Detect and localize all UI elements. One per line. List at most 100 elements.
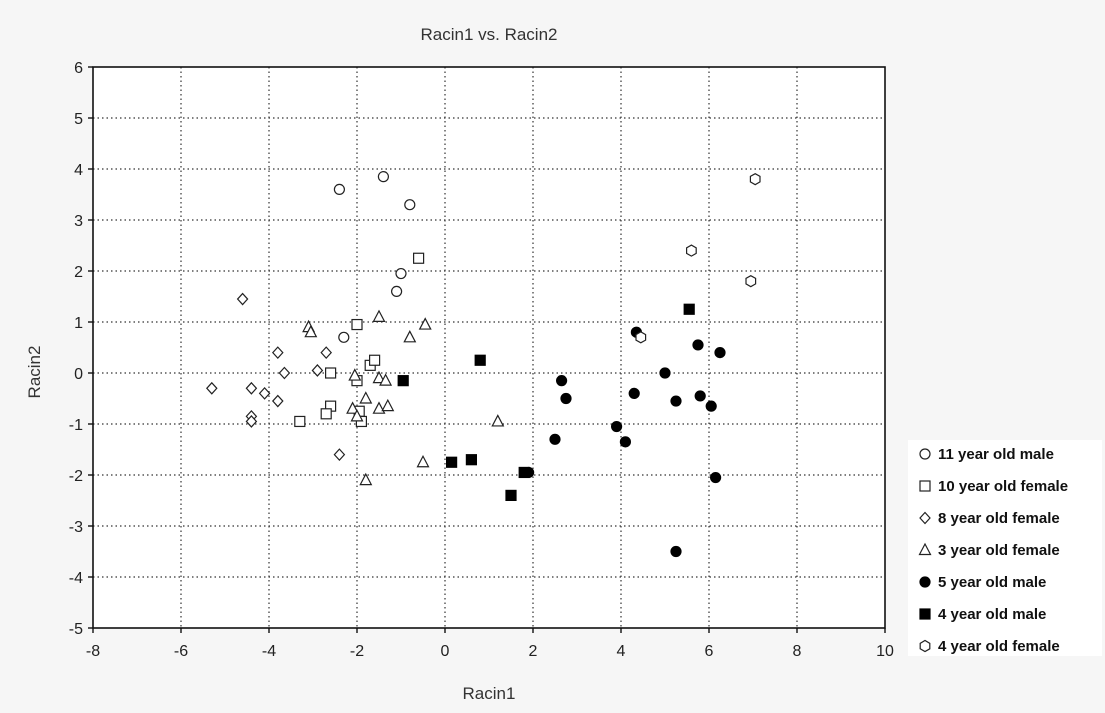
data-point <box>518 466 530 479</box>
legend-marker <box>919 639 931 653</box>
data-point <box>359 472 373 486</box>
data-point <box>465 454 477 466</box>
y-tick-label: 0 <box>74 366 83 383</box>
legend-label: 11 year old male <box>938 446 1054 463</box>
data-point <box>350 409 364 422</box>
legend-label: 5 year old male <box>938 574 1046 591</box>
x-tick-label: 6 <box>705 643 714 660</box>
data-point <box>333 183 345 195</box>
data-point <box>683 303 695 315</box>
data-point <box>346 401 360 414</box>
data-point <box>333 448 346 461</box>
legend-label: 4 year old male <box>938 606 1046 623</box>
y-tick-label: -2 <box>69 468 83 485</box>
x-tick-label: 2 <box>529 643 538 660</box>
data-point <box>271 346 284 359</box>
data-point <box>413 252 425 264</box>
legend-label: 8 year old female <box>938 510 1060 527</box>
data-point <box>446 456 458 468</box>
x-tick-label: -6 <box>174 643 188 660</box>
data-point <box>395 267 407 280</box>
y-tick-label: -1 <box>69 417 83 434</box>
data-point <box>403 330 417 343</box>
y-axis-label: Racin2 <box>25 346 44 399</box>
data-point <box>351 318 363 331</box>
data-point <box>325 367 337 379</box>
legend-marker <box>919 608 931 620</box>
x-axis-label: Racin1 <box>463 684 516 703</box>
x-tick-label: 10 <box>876 643 894 660</box>
data-point <box>379 373 393 386</box>
data-point <box>369 354 381 366</box>
data-point <box>474 354 486 366</box>
data-point <box>258 387 271 400</box>
data-point <box>709 471 722 484</box>
data-point <box>714 347 726 359</box>
data-point <box>404 199 416 211</box>
data-point <box>685 244 697 257</box>
data-point <box>418 317 432 330</box>
x-tick-label: -2 <box>350 643 364 660</box>
data-point <box>245 381 258 395</box>
data-point <box>705 400 717 412</box>
data-point <box>619 436 632 448</box>
data-point <box>372 370 386 384</box>
x-tick-label: -4 <box>262 643 276 660</box>
legend-marker <box>919 511 931 525</box>
data-point <box>560 392 572 405</box>
data-point <box>304 324 318 338</box>
data-point <box>555 375 568 387</box>
plot-area: -8 -6 -4 -2 0 2 4 6 8 10 -5 -4 -3 -2 -1 0 1 2 3 4 5 6 <box>69 60 894 660</box>
data-point <box>745 275 757 288</box>
data-point <box>416 454 430 468</box>
data-point <box>635 331 647 344</box>
data-point <box>271 394 284 408</box>
data-point <box>320 346 333 359</box>
y-tick-label: 4 <box>74 162 83 179</box>
data-point <box>348 368 362 381</box>
data-point <box>670 395 682 407</box>
data-point <box>391 285 403 297</box>
y-tick-label: 5 <box>74 111 83 128</box>
data-point <box>278 366 291 380</box>
y-tick-label: 6 <box>74 60 83 77</box>
y-tick-label: 3 <box>74 213 83 230</box>
data-point <box>491 414 505 427</box>
legend-label: 4 year old female <box>938 638 1060 655</box>
legend-marker <box>919 448 931 460</box>
data-point <box>610 420 623 433</box>
plot-background <box>93 67 885 628</box>
data-point <box>670 545 682 558</box>
data-point <box>294 415 306 428</box>
y-tick-label: -5 <box>69 621 83 638</box>
x-tick-label: 8 <box>793 643 802 660</box>
legend-marker <box>919 480 931 492</box>
data-point <box>377 171 389 183</box>
x-tick-label: 4 <box>617 643 626 660</box>
data-point <box>311 364 324 377</box>
legend: 11 year old male 10 year old female 8 year… <box>908 440 1102 656</box>
data-point <box>245 415 258 428</box>
x-tick-label: -8 <box>86 643 100 660</box>
data-point <box>397 375 409 387</box>
y-tick-label: -3 <box>69 519 83 536</box>
data-point <box>749 173 761 186</box>
data-point <box>236 292 249 306</box>
legend-marker <box>919 576 931 588</box>
y-tick-label: 1 <box>74 315 83 332</box>
data-point <box>320 408 332 420</box>
data-point <box>359 391 373 404</box>
data-point <box>628 387 640 399</box>
legend-marker <box>918 542 932 556</box>
data-point <box>205 381 218 395</box>
data-point <box>338 331 350 343</box>
data-point <box>694 390 706 402</box>
x-tick-label: 0 <box>441 643 450 660</box>
data-point <box>692 339 704 351</box>
data-point <box>549 433 561 445</box>
legend-background <box>908 440 1102 656</box>
data-point <box>659 367 671 379</box>
data-point <box>372 309 386 322</box>
legend-label: 10 year old female <box>938 478 1068 495</box>
